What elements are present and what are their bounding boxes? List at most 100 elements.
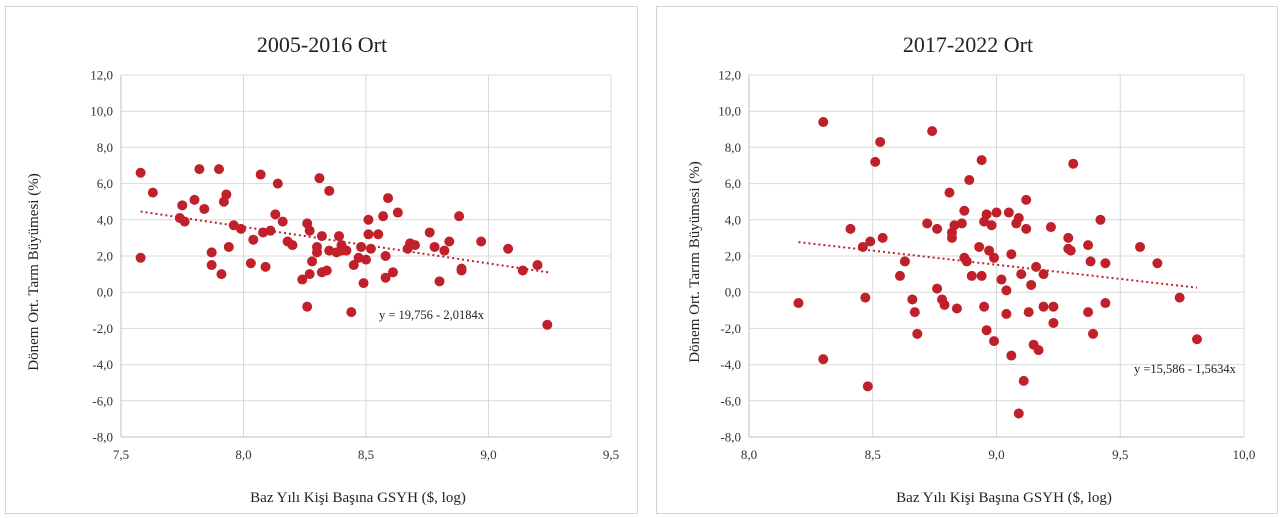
data-point bbox=[986, 220, 997, 231]
data-point bbox=[974, 241, 985, 252]
data-point bbox=[996, 274, 1007, 285]
data-point bbox=[1191, 334, 1202, 345]
data-point bbox=[434, 276, 445, 287]
data-point bbox=[862, 381, 873, 392]
data-point bbox=[324, 185, 335, 196]
data-point bbox=[214, 164, 224, 175]
data-point bbox=[1048, 317, 1059, 328]
data-point bbox=[964, 174, 975, 185]
chart-title: 2017-2022 Ort bbox=[903, 32, 1033, 57]
data-point bbox=[932, 283, 943, 294]
data-point bbox=[456, 265, 467, 276]
data-point bbox=[875, 136, 886, 147]
data-point bbox=[1018, 375, 1029, 386]
data-point bbox=[439, 245, 450, 256]
y-tick-label: -2,0 bbox=[720, 321, 741, 336]
data-point bbox=[334, 231, 345, 242]
y-tick-label: 0,0 bbox=[725, 285, 741, 300]
data-point bbox=[429, 241, 440, 252]
data-point bbox=[177, 200, 188, 211]
y-tick-label: 4,0 bbox=[97, 212, 113, 227]
data-point bbox=[961, 256, 972, 267]
data-point bbox=[956, 218, 967, 229]
data-point bbox=[260, 261, 271, 272]
data-point bbox=[236, 223, 247, 234]
data-point bbox=[307, 256, 318, 267]
data-point bbox=[907, 294, 918, 305]
data-point bbox=[358, 278, 369, 289]
data-point bbox=[444, 236, 455, 247]
chart-left: 2005-2016 Ort Baz Yılı Kişi Başına GSYH … bbox=[5, 6, 638, 514]
data-point bbox=[1023, 307, 1034, 318]
data-point bbox=[206, 260, 217, 271]
data-point bbox=[206, 247, 217, 258]
x-tick-label: 9,5 bbox=[603, 447, 619, 462]
data-point bbox=[981, 209, 992, 220]
data-point bbox=[979, 301, 990, 312]
data-point bbox=[424, 227, 435, 238]
x-tick-label: 9,5 bbox=[1112, 447, 1128, 462]
data-point bbox=[857, 241, 868, 252]
data-point bbox=[976, 270, 987, 281]
x-axis-label: Baz Yılı Kişi Başına GSYH ($, log) bbox=[896, 490, 1112, 506]
data-point bbox=[1001, 285, 1012, 296]
data-point bbox=[845, 223, 856, 234]
data-point bbox=[1174, 292, 1185, 303]
data-point bbox=[1038, 301, 1049, 312]
data-point bbox=[380, 251, 391, 261]
data-point bbox=[1083, 240, 1094, 251]
data-point bbox=[476, 236, 487, 247]
data-point bbox=[135, 167, 146, 178]
y-tick-label: -8,0 bbox=[720, 430, 741, 445]
data-point bbox=[378, 211, 389, 222]
x-tick-label: 8,0 bbox=[741, 447, 757, 462]
chart-title: 2005-2016 Ort bbox=[257, 32, 387, 57]
y-tick-label: -8,0 bbox=[92, 430, 113, 445]
y-tick-label: 2,0 bbox=[97, 249, 113, 264]
data-point bbox=[410, 240, 420, 251]
data-point bbox=[991, 207, 1002, 218]
data-point bbox=[1068, 158, 1079, 169]
y-tick-label: 0,0 bbox=[97, 285, 113, 300]
data-point bbox=[1013, 212, 1024, 223]
data-point bbox=[532, 260, 543, 271]
data-point bbox=[387, 267, 398, 278]
y-tick-label: 2,0 bbox=[725, 249, 741, 264]
data-point bbox=[194, 164, 205, 175]
data-point bbox=[221, 189, 232, 200]
data-point bbox=[959, 205, 970, 216]
data-point bbox=[989, 252, 1000, 263]
data-point bbox=[951, 303, 962, 314]
data-point bbox=[909, 307, 920, 318]
data-point bbox=[245, 258, 256, 269]
data-point bbox=[1006, 350, 1017, 361]
data-point bbox=[1152, 258, 1163, 269]
data-point bbox=[1065, 245, 1076, 256]
y-tick-label: 12,0 bbox=[718, 68, 741, 83]
y-tick-label: 10,0 bbox=[90, 104, 113, 119]
data-point bbox=[321, 265, 332, 276]
y-tick-label: 6,0 bbox=[725, 176, 741, 191]
y-tick-label: -4,0 bbox=[720, 357, 741, 372]
data-point bbox=[1016, 269, 1027, 280]
data-point bbox=[361, 254, 371, 265]
y-tick-label: 12,0 bbox=[90, 68, 113, 83]
data-point bbox=[356, 241, 367, 252]
y-axis-label: Dönem Ort. Tarm Büyümesi (%) bbox=[26, 173, 42, 370]
data-point bbox=[870, 156, 881, 167]
data-point bbox=[793, 298, 804, 309]
y-tick-label: -6,0 bbox=[720, 393, 741, 408]
data-point bbox=[304, 225, 315, 236]
x-tick-label: 7,5 bbox=[113, 447, 129, 462]
data-point bbox=[989, 336, 1000, 347]
data-point bbox=[1021, 194, 1032, 205]
data-point bbox=[304, 269, 315, 280]
data-point bbox=[1045, 222, 1056, 233]
data-point bbox=[135, 252, 146, 263]
data-point bbox=[392, 207, 403, 218]
data-point bbox=[312, 247, 322, 258]
data-point bbox=[922, 218, 933, 229]
y-tick-label: -4,0 bbox=[92, 357, 113, 372]
data-point bbox=[1031, 261, 1042, 272]
data-point bbox=[365, 243, 376, 254]
